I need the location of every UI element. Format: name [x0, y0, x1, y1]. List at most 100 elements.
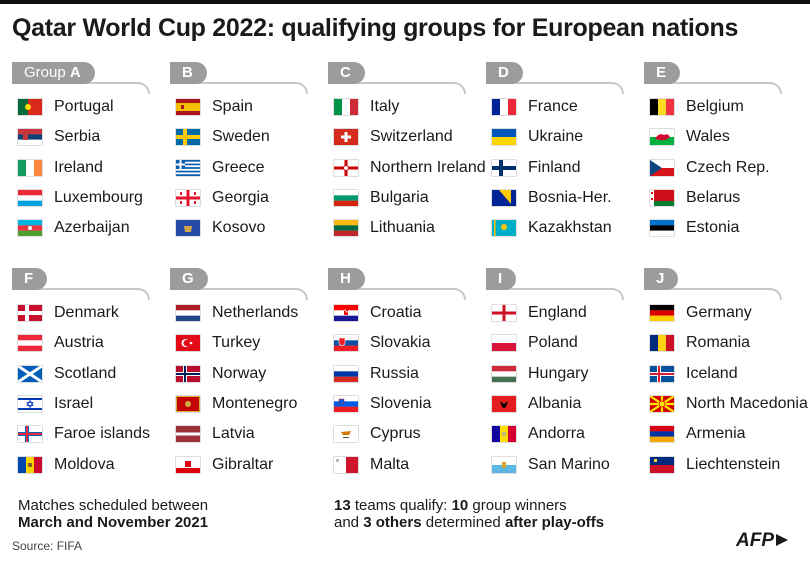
team-name: Wales	[686, 128, 730, 146]
team-name: Faroe islands	[54, 425, 151, 443]
group-letter: G	[182, 270, 194, 287]
team-name: Hungary	[528, 364, 589, 382]
team-name: Czech Rep.	[686, 158, 770, 176]
team-row: Croatia	[328, 298, 483, 328]
team-row: Georgia	[170, 183, 325, 213]
team-name: Slovenia	[370, 395, 432, 413]
team-row: Spain	[170, 92, 325, 122]
team-name: Northern Ireland	[370, 158, 486, 176]
group-letter: F	[24, 270, 34, 287]
group-label: F	[12, 268, 48, 290]
flag-finland-icon	[492, 159, 516, 176]
team-name: Italy	[370, 98, 400, 116]
team-row: Kosovo	[170, 213, 325, 243]
team-row: Ukraine	[486, 122, 641, 152]
team-row: Estonia	[644, 213, 799, 243]
flag-montenegro-icon	[176, 396, 200, 413]
flag-norway-icon	[176, 365, 200, 382]
team-row: Hungary	[486, 359, 641, 389]
flag-malta-icon	[334, 456, 358, 473]
team-row: Netherlands	[170, 298, 325, 328]
playoffs-text: after play-offs	[504, 514, 605, 531]
flag-san-marino-icon	[492, 456, 516, 473]
team-name: Romania	[686, 334, 751, 352]
team-row: Liechtenstein	[644, 449, 799, 479]
team-name: Luxembourg	[54, 189, 143, 207]
group-letter: C	[340, 64, 351, 81]
flag-north-macedonia-icon	[650, 396, 674, 413]
flag-liechtenstein-icon	[650, 456, 674, 473]
flag-israel-icon	[18, 396, 42, 413]
team-row: Luxembourg	[12, 183, 167, 213]
flag-armenia-icon	[650, 426, 674, 443]
team-name: Denmark	[54, 304, 119, 322]
team-row: Malta	[328, 449, 483, 479]
team-name: Albania	[528, 395, 582, 413]
team-row: Latvia	[170, 419, 325, 449]
afp-logo-mark	[776, 534, 788, 546]
team-row: Greece	[170, 153, 325, 183]
team-row: Montenegro	[170, 389, 325, 419]
team-row: North Macedonia	[644, 389, 808, 419]
team-name: Poland	[528, 334, 578, 352]
flag-azerbaijan-icon	[18, 220, 42, 237]
flag-hungary-icon	[492, 365, 516, 382]
team-row: Gibraltar	[170, 449, 325, 479]
flag-lithuania-icon	[334, 220, 358, 237]
schedule-note-line1: Matches scheduled between	[18, 497, 209, 514]
flag-switzerland-icon	[334, 129, 358, 146]
team-name: Gibraltar	[212, 455, 274, 473]
team-row: Finland	[486, 153, 641, 183]
team-name: Greece	[212, 158, 265, 176]
team-name: Cyprus	[370, 425, 421, 443]
team-name: Portugal	[54, 98, 114, 116]
group-f: F Denmark Austria Scotland Israel Faroe islan…	[12, 268, 167, 480]
group-i: I England Poland Hungary Albania Andorra San M…	[486, 268, 641, 480]
winners-count: 10	[451, 497, 469, 514]
flag-kosovo-icon	[176, 220, 200, 237]
team-row: Armenia	[644, 419, 799, 449]
qualify-text-2: group winners	[468, 497, 567, 514]
team-row: Moldova	[12, 449, 167, 479]
source-credit: Source: FIFA	[12, 539, 83, 553]
team-name: Slovakia	[370, 334, 431, 352]
team-row: Bulgaria	[328, 183, 483, 213]
group-label-prefix: Group	[24, 64, 70, 81]
group-label: J	[644, 268, 679, 290]
team-name: Andorra	[528, 425, 585, 443]
team-row: Andorra	[486, 419, 641, 449]
flag-turkey-icon	[176, 335, 200, 352]
team-name: England	[528, 304, 587, 322]
flag-luxembourg-icon	[18, 190, 42, 207]
team-name: Malta	[370, 455, 410, 473]
group-header: C	[328, 62, 483, 94]
flag-cyprus-icon	[334, 426, 358, 443]
flag-georgia-icon	[176, 190, 200, 207]
team-row: Faroe islands	[12, 419, 167, 449]
team-name: Kazakhstan	[528, 219, 612, 237]
page-title: Qatar World Cup 2022: qualifying groups …	[12, 14, 739, 42]
group-header: Group A	[12, 62, 167, 94]
team-row: Poland	[486, 328, 641, 358]
flag-croatia-icon	[334, 305, 358, 322]
team-name: Georgia	[212, 189, 269, 207]
team-row: Romania	[644, 328, 799, 358]
qualify-note: 13 teams qualify: 10 group winners and 3…	[334, 497, 604, 531]
team-name: France	[528, 98, 578, 116]
flag-albania-icon	[492, 396, 516, 413]
flag-france-icon	[492, 99, 516, 116]
team-row: Lithuania	[328, 213, 483, 243]
team-name: Croatia	[370, 304, 422, 322]
qualify-text-1: teams qualify:	[350, 497, 452, 514]
team-name: Turkey	[212, 334, 261, 352]
group-d: D France Ukraine Finland Bosnia-Her. Kazakhst…	[486, 62, 641, 243]
flag-moldova-icon	[18, 456, 42, 473]
group-letter: A	[69, 64, 81, 81]
team-name: Serbia	[54, 128, 101, 146]
team-row: Russia	[328, 359, 483, 389]
team-row: Belarus	[644, 183, 799, 213]
group-label: I	[486, 268, 517, 290]
flag-serbia-icon	[18, 129, 42, 146]
team-name: Austria	[54, 334, 104, 352]
group-label: G	[170, 268, 208, 290]
